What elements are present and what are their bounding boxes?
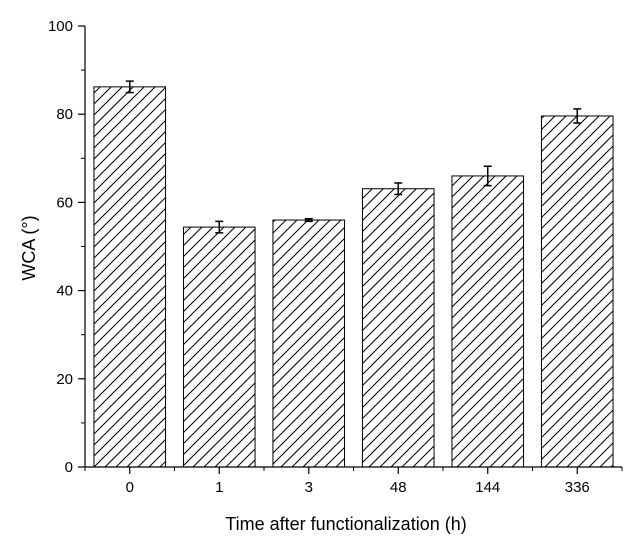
error-bar-1	[215, 220, 224, 234]
x-tick-label: 0	[126, 479, 134, 496]
x-tick-label: 1	[215, 479, 223, 496]
y-tick-label: 100	[48, 18, 73, 35]
y-tick-label: 0	[65, 459, 73, 476]
x-axis-title: Time after functionalization (h)	[225, 514, 466, 534]
bars-group	[93, 86, 614, 468]
y-tick-label: 60	[56, 194, 73, 211]
error-bars-group	[125, 80, 582, 234]
y-tick-label: 40	[56, 283, 73, 300]
x-tick-label: 3	[305, 479, 313, 496]
y-tick-label: 20	[56, 371, 73, 388]
bar-336	[540, 115, 614, 468]
error-bar-0	[125, 80, 134, 94]
bar-144	[451, 175, 525, 468]
bar-1	[182, 226, 256, 468]
bar-3	[272, 219, 346, 468]
x-tick-label: 336	[565, 479, 590, 496]
axes-group: 0 20 40 60 80 100 0 1 3 48 144 336	[48, 18, 623, 496]
error-bar-144	[483, 165, 492, 187]
y-axis-title: WCA (°)	[19, 215, 39, 280]
x-tick-label: 48	[390, 479, 407, 496]
y-tick-label: 80	[56, 106, 73, 123]
error-bar-3	[304, 217, 313, 223]
error-bar-336	[573, 108, 582, 124]
bar-48	[361, 188, 435, 468]
error-bar-48	[394, 182, 403, 196]
bar-0	[93, 86, 167, 468]
x-tick-label: 144	[475, 479, 500, 496]
